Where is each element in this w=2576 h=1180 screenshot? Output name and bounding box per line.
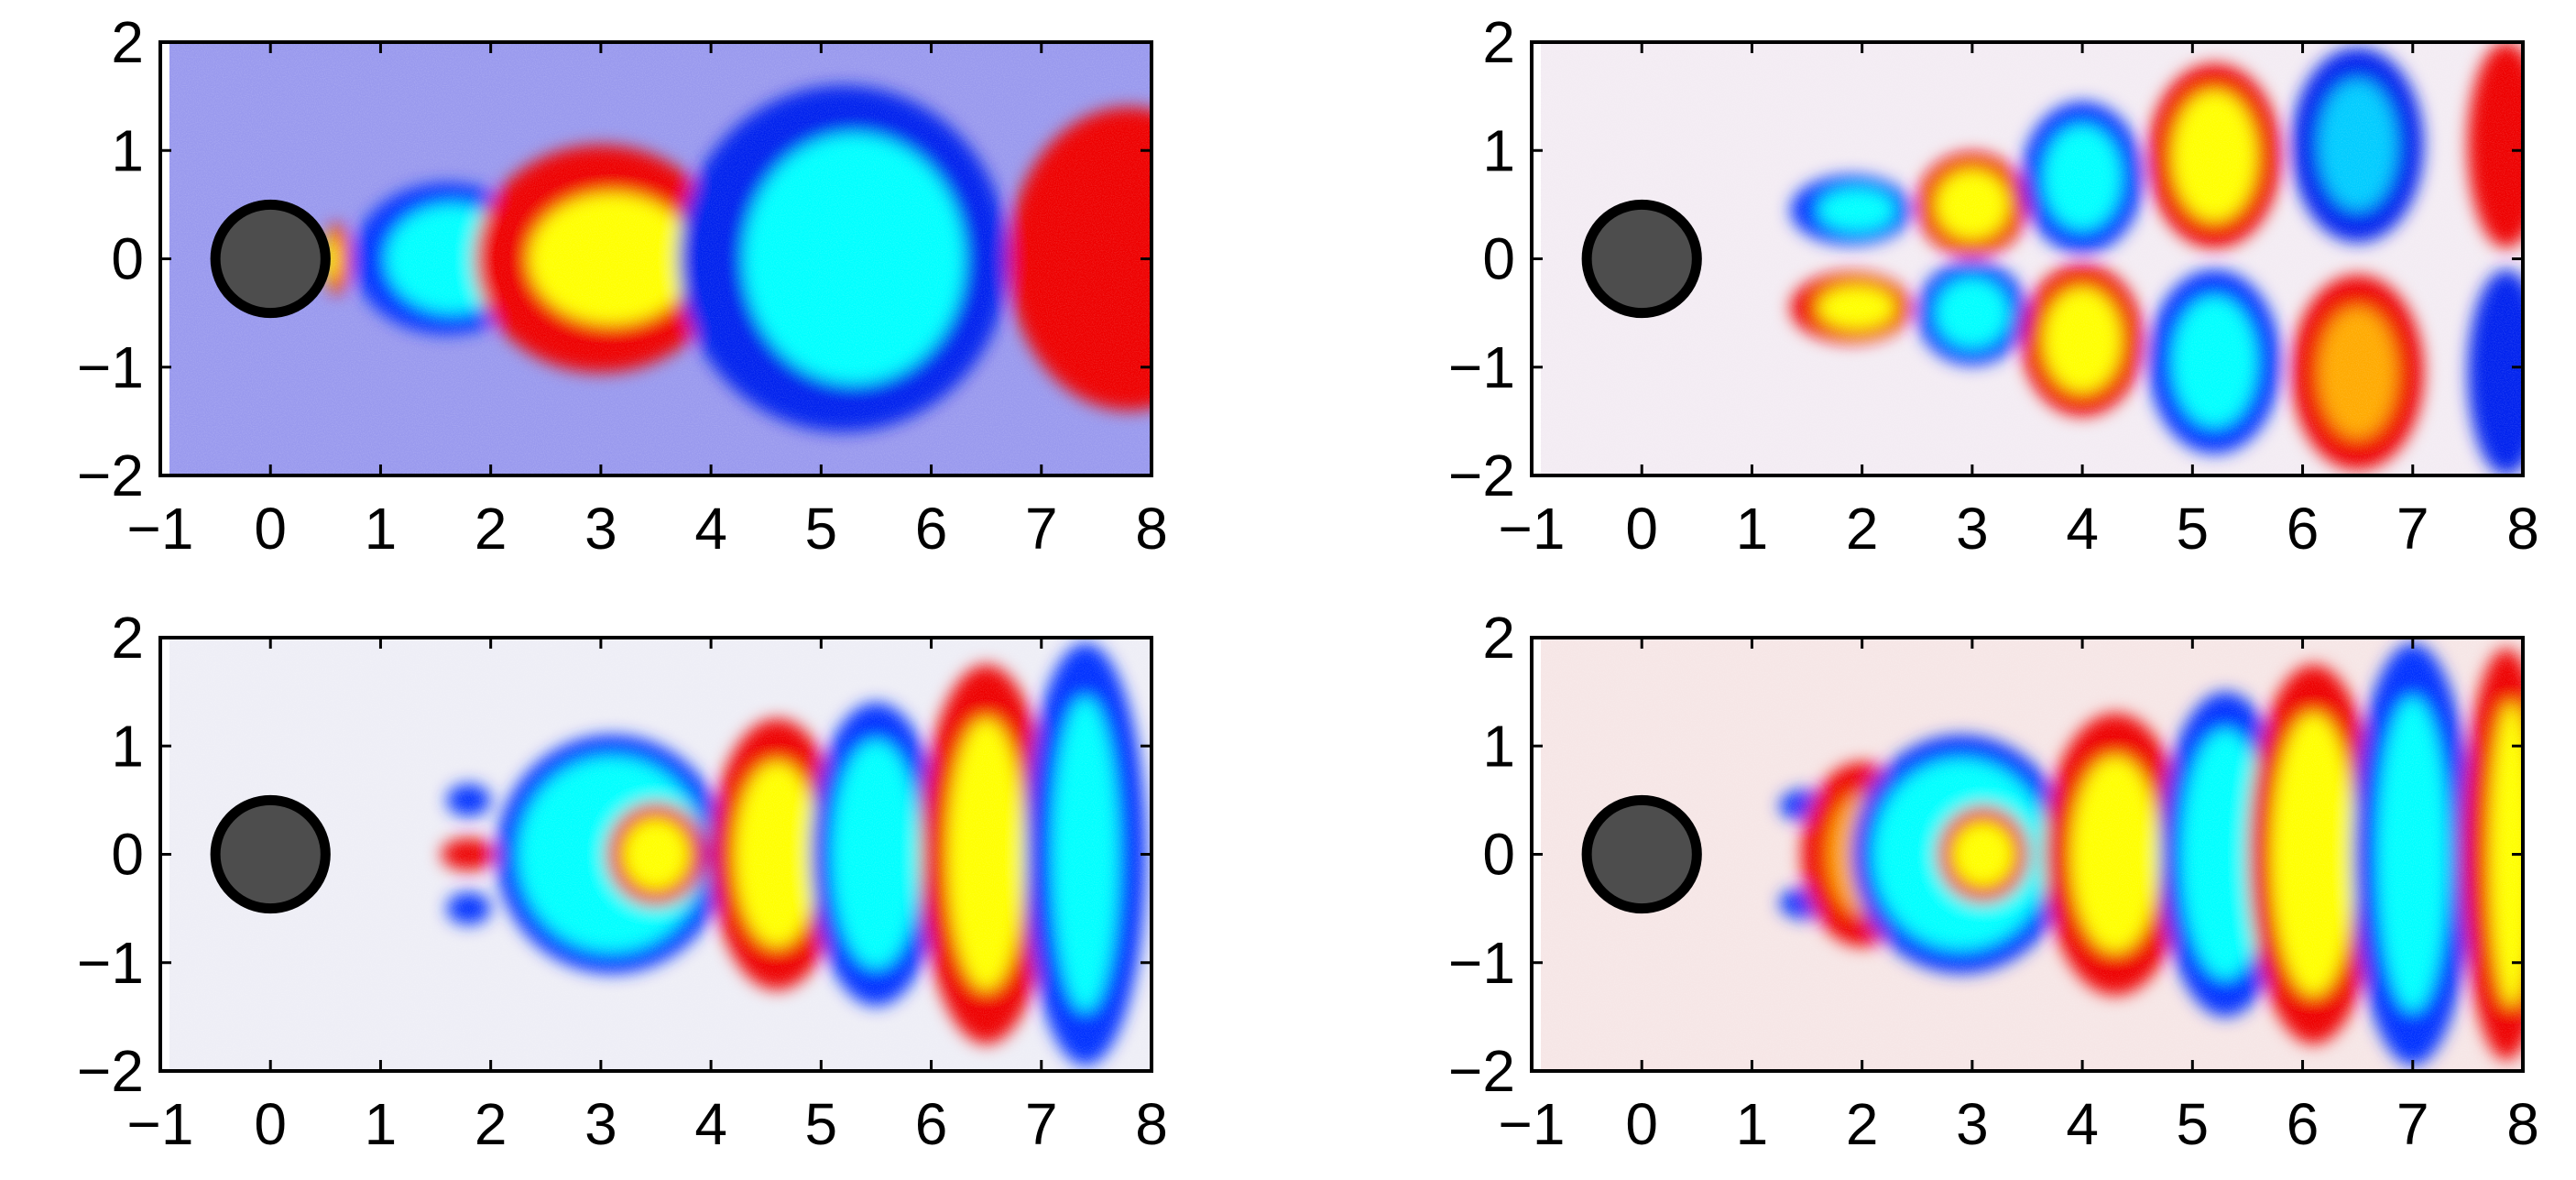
y-tick-label: −2 bbox=[1448, 1038, 1515, 1104]
x-tick-label: 5 bbox=[2177, 1091, 2210, 1157]
x-tick-label: −1 bbox=[127, 1091, 194, 1157]
x-tick-label: 0 bbox=[1625, 1091, 1658, 1157]
x-tick-label: 3 bbox=[1956, 496, 1989, 562]
x-tick-label: 8 bbox=[1135, 496, 1168, 562]
x-tick-label: 4 bbox=[694, 1091, 727, 1157]
y-tick-label: −2 bbox=[77, 442, 144, 508]
x-tick-label: 4 bbox=[2066, 496, 2099, 562]
x-tick-label: −1 bbox=[1499, 496, 1566, 562]
x-tick-label: 8 bbox=[1135, 1091, 1168, 1157]
x-tick-label: 3 bbox=[1956, 1091, 1989, 1157]
x-tick-label: 1 bbox=[365, 496, 398, 562]
heatmap-field bbox=[160, 42, 1152, 475]
y-tick-label: 1 bbox=[1482, 117, 1515, 183]
x-tick-label: 0 bbox=[254, 496, 287, 562]
x-tick-label: 6 bbox=[2287, 1091, 2319, 1157]
y-tick-label: 2 bbox=[111, 9, 144, 75]
x-tick-label: 7 bbox=[2396, 1091, 2429, 1157]
x-tick-label: 6 bbox=[915, 1091, 948, 1157]
x-tick-label: 2 bbox=[475, 496, 508, 562]
x-tick-label: 4 bbox=[694, 496, 727, 562]
x-tick-label: 1 bbox=[365, 1091, 398, 1157]
y-tick-label: 1 bbox=[111, 117, 144, 183]
cylinder bbox=[210, 199, 331, 319]
x-tick-label: 1 bbox=[1736, 1091, 1769, 1157]
cylinder bbox=[210, 794, 331, 914]
x-tick-label: 5 bbox=[805, 496, 838, 562]
x-tick-label: 6 bbox=[2287, 496, 2319, 562]
y-tick-label: −1 bbox=[1448, 930, 1515, 996]
y-tick-label: 2 bbox=[111, 605, 144, 671]
y-tick-label: 0 bbox=[111, 822, 144, 888]
x-tick-label: 8 bbox=[2506, 496, 2539, 562]
y-tick-label: 1 bbox=[111, 713, 144, 779]
cylinder bbox=[1581, 794, 1702, 914]
x-tick-label: 5 bbox=[805, 1091, 838, 1157]
x-tick-label: 7 bbox=[1025, 496, 1058, 562]
x-tick-label: 6 bbox=[915, 496, 948, 562]
y-tick-label: 2 bbox=[1482, 605, 1515, 671]
x-tick-label: 5 bbox=[2177, 496, 2210, 562]
x-tick-label: 3 bbox=[584, 496, 617, 562]
x-tick-label: 8 bbox=[2506, 1091, 2539, 1157]
y-tick-label: −2 bbox=[77, 1038, 144, 1104]
x-tick-label: −1 bbox=[127, 496, 194, 562]
heatmap-field bbox=[160, 638, 1152, 1071]
y-tick-label: −1 bbox=[77, 930, 144, 996]
y-tick-label: 0 bbox=[111, 226, 144, 292]
y-tick-label: −1 bbox=[1448, 334, 1515, 400]
y-tick-label: 1 bbox=[1482, 713, 1515, 779]
y-tick-label: 2 bbox=[1482, 9, 1515, 75]
x-tick-label: 7 bbox=[1025, 1091, 1058, 1157]
x-tick-label: −1 bbox=[1499, 1091, 1566, 1157]
x-tick-label: 0 bbox=[1625, 496, 1658, 562]
x-tick-label: 0 bbox=[254, 1091, 287, 1157]
y-tick-label: −1 bbox=[77, 334, 144, 400]
x-tick-label: 2 bbox=[475, 1091, 508, 1157]
y-tick-label: 0 bbox=[1482, 226, 1515, 292]
x-tick-label: 2 bbox=[1846, 1091, 1879, 1157]
x-tick-label: 3 bbox=[584, 1091, 617, 1157]
x-tick-label: 4 bbox=[2066, 1091, 2099, 1157]
x-tick-label: 2 bbox=[1846, 496, 1879, 562]
y-tick-label: 0 bbox=[1482, 822, 1515, 888]
x-tick-label: 7 bbox=[2396, 496, 2429, 562]
x-tick-label: 1 bbox=[1736, 496, 1769, 562]
y-tick-label: −2 bbox=[1448, 442, 1515, 508]
cylinder bbox=[1581, 199, 1702, 319]
